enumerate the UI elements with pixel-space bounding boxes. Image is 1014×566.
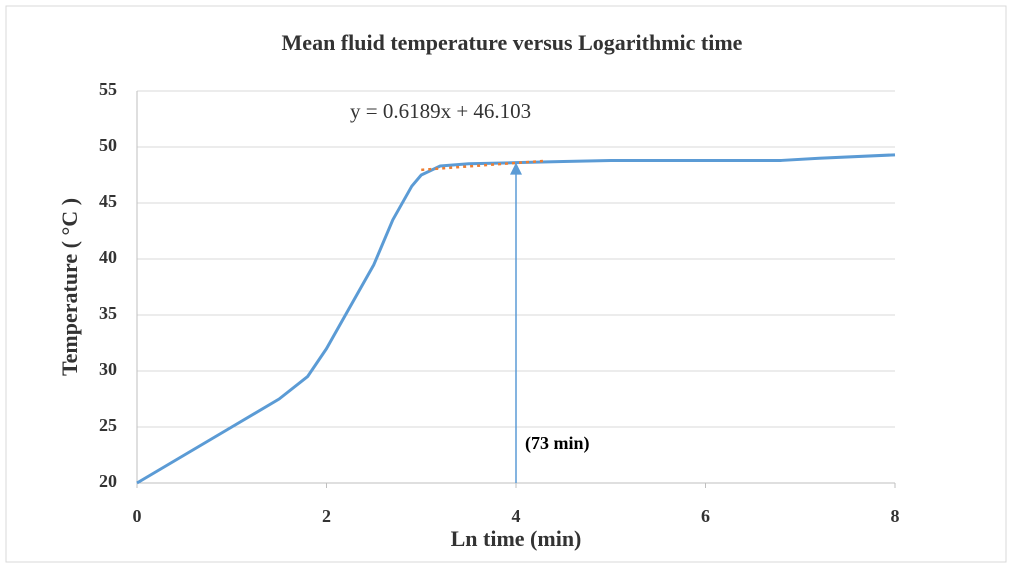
y-tick-label: 20	[99, 471, 117, 491]
trend-equation: y = 0.6189x + 46.103	[350, 99, 531, 123]
y-tick-label: 40	[99, 247, 117, 267]
y-tick-label: 30	[99, 359, 117, 379]
x-tick-label: 8	[891, 506, 900, 526]
annotation-arrowhead	[510, 162, 522, 175]
annotation-label: (73 min)	[525, 433, 590, 454]
chart-title: Mean fluid temperature versus Logarithmi…	[282, 30, 743, 55]
y-axis-label: Temperature ( °C )	[57, 198, 82, 376]
x-tick-label: 2	[322, 506, 331, 526]
y-tick-label: 35	[99, 303, 117, 323]
y-tick-label: 45	[99, 191, 117, 211]
y-tick-label: 25	[99, 415, 117, 435]
x-axis-label: Ln time (min)	[451, 526, 582, 551]
series-line	[136, 153, 896, 485]
x-tick-label: 0	[133, 506, 142, 526]
y-tick-label: 50	[99, 135, 117, 155]
chart-border	[5, 5, 1007, 563]
y-tick-label: 55	[99, 79, 117, 99]
x-tick-label: 4	[512, 506, 521, 526]
x-tick-label: 6	[701, 506, 710, 526]
